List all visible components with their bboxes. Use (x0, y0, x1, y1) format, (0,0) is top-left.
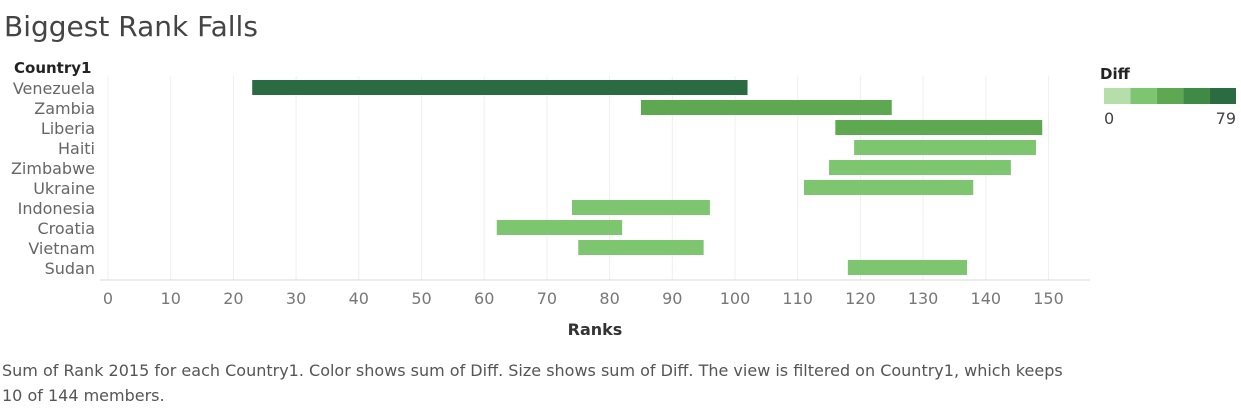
category-label: Ukraine (33, 179, 95, 198)
x-tick-label: 0 (103, 289, 113, 308)
chart-title: Biggest Rank Falls (4, 10, 258, 43)
category-label: Zambia (34, 99, 95, 118)
row-header: Country1 (14, 59, 91, 77)
legend-min-label: 0 (1104, 109, 1114, 128)
legend-swatches (1104, 88, 1236, 104)
legend-max-label: 79 (1216, 109, 1236, 128)
x-tick-labels: 0 10 20 30 40 50 60 70 80 90 100 110 120 130 140 150 (103, 289, 1064, 308)
x-tick-label: 10 (161, 289, 181, 308)
x-tick-label: 110 (782, 289, 813, 308)
category-label: Indonesia (18, 199, 95, 218)
bar-venezuela (252, 80, 748, 95)
bar-sudan (847, 260, 967, 275)
x-tick-label: 30 (286, 289, 306, 308)
x-tick-label: 100 (720, 289, 751, 308)
legend-swatch (1209, 88, 1236, 104)
x-tick-label: 60 (474, 289, 494, 308)
bar-zimbabwe (829, 160, 1011, 175)
x-tick-label: 80 (599, 289, 619, 308)
category-label: Zimbabwe (11, 159, 95, 178)
category-label: Liberia (41, 119, 95, 138)
category-label: Croatia (37, 219, 95, 238)
bar-liberia (835, 120, 1043, 135)
x-tick-label: 140 (971, 289, 1002, 308)
bar-indonesia (571, 200, 710, 215)
category-label: Haiti (58, 139, 95, 158)
x-tick-label: 20 (223, 289, 243, 308)
x-tick-label: 40 (349, 289, 369, 308)
legend-swatch (1183, 88, 1210, 104)
bar-ukraine (803, 180, 974, 195)
category-label: Venezuela (13, 79, 95, 98)
legend-swatch (1156, 88, 1184, 104)
x-tick-label: 50 (411, 289, 431, 308)
category-labels: VenezuelaZambiaLiberiaHaitiZimbabweUkrai… (11, 79, 95, 278)
x-tick-label: 70 (537, 289, 557, 308)
bar-vietnam (578, 240, 704, 255)
bar-haiti (854, 140, 1036, 155)
legend-swatch (1130, 88, 1157, 104)
gantt-chart: VenezuelaZambiaLiberiaHaitiZimbabweUkrai… (11, 59, 1236, 339)
category-label: Vietnam (28, 239, 95, 258)
legend-swatch (1104, 88, 1131, 104)
category-label: Sudan (45, 259, 95, 278)
chart-caption: Sum of Rank 2015 for each Country1. Colo… (2, 361, 1063, 405)
bar-zambia (640, 100, 892, 115)
color-legend: Diff 0 79 (1100, 65, 1236, 128)
x-tick-label: 130 (908, 289, 939, 308)
x-tick-label: 90 (662, 289, 682, 308)
x-tick-label: 150 (1033, 289, 1064, 308)
bars (252, 80, 1043, 275)
bar-croatia (496, 220, 623, 235)
legend-title: Diff (1100, 65, 1131, 83)
x-tick-label: 120 (845, 289, 876, 308)
x-axis-title: Ranks (568, 320, 623, 339)
